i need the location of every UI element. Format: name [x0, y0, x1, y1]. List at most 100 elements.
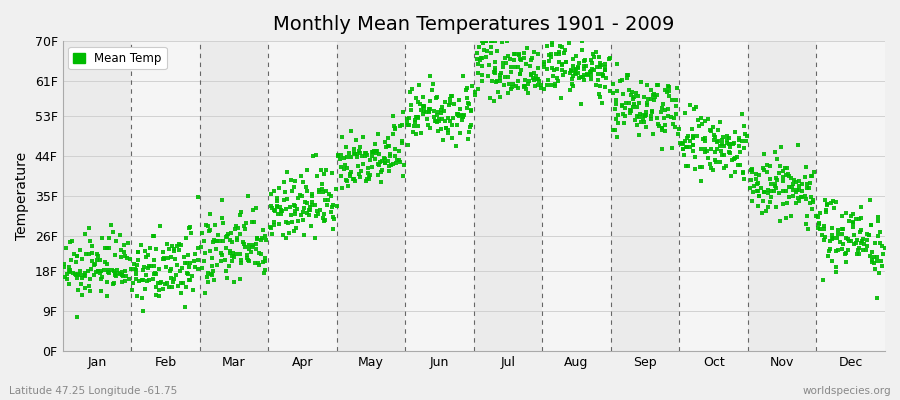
- Point: [644, 116, 658, 122]
- Point: [118, 268, 132, 274]
- Point: [667, 115, 681, 121]
- Point: [254, 236, 268, 243]
- Point: [686, 133, 700, 140]
- Point: [230, 236, 244, 243]
- Point: [706, 137, 721, 143]
- Point: [431, 128, 446, 135]
- Point: [202, 248, 217, 254]
- Point: [166, 246, 181, 252]
- Point: [617, 105, 632, 111]
- Point: [681, 162, 696, 169]
- Point: [854, 227, 868, 234]
- Point: [490, 48, 504, 55]
- Point: [279, 218, 293, 225]
- Point: [144, 263, 158, 270]
- Point: [208, 222, 222, 228]
- Point: [89, 268, 104, 275]
- Point: [512, 51, 526, 57]
- Point: [300, 167, 314, 173]
- Point: [256, 270, 271, 276]
- Point: [442, 102, 456, 108]
- Point: [279, 235, 293, 241]
- Bar: [200, 41, 268, 351]
- Point: [430, 119, 445, 126]
- Point: [700, 148, 715, 154]
- Point: [274, 211, 289, 217]
- Point: [75, 275, 89, 282]
- Point: [841, 235, 855, 242]
- Point: [795, 194, 809, 200]
- Point: [404, 102, 419, 108]
- Point: [502, 81, 517, 87]
- Point: [727, 169, 742, 176]
- Point: [596, 72, 610, 78]
- Point: [661, 113, 675, 120]
- Point: [656, 100, 670, 107]
- Point: [749, 171, 763, 177]
- Point: [234, 208, 248, 215]
- Point: [328, 186, 343, 192]
- Point: [167, 276, 182, 282]
- Point: [640, 102, 654, 108]
- Point: [749, 176, 763, 182]
- Point: [153, 279, 167, 286]
- Point: [344, 154, 358, 160]
- Point: [471, 60, 485, 67]
- Point: [694, 146, 708, 152]
- Point: [688, 104, 703, 111]
- Point: [365, 149, 380, 156]
- Point: [444, 93, 458, 100]
- Point: [423, 73, 437, 79]
- Point: [492, 72, 507, 78]
- Point: [842, 218, 857, 224]
- Point: [720, 132, 734, 139]
- Point: [313, 207, 328, 214]
- Point: [806, 169, 821, 175]
- Point: [781, 172, 796, 179]
- Point: [264, 191, 278, 197]
- Point: [83, 288, 97, 294]
- Point: [581, 72, 596, 78]
- Point: [852, 216, 867, 222]
- Point: [609, 88, 624, 95]
- Point: [554, 94, 568, 101]
- Point: [214, 250, 229, 256]
- Point: [823, 245, 837, 252]
- Point: [147, 270, 161, 277]
- Point: [460, 95, 474, 102]
- Point: [644, 113, 659, 119]
- Point: [637, 119, 652, 126]
- Point: [836, 240, 850, 247]
- Point: [872, 270, 886, 276]
- Point: [487, 65, 501, 72]
- Point: [755, 209, 770, 216]
- Point: [590, 49, 604, 56]
- Point: [363, 172, 377, 178]
- Point: [662, 84, 676, 90]
- Point: [101, 268, 115, 275]
- Point: [606, 90, 620, 96]
- Point: [266, 218, 281, 225]
- Point: [524, 71, 538, 77]
- Point: [648, 94, 662, 100]
- Point: [507, 51, 521, 58]
- Point: [353, 174, 367, 180]
- Point: [320, 167, 334, 173]
- Point: [558, 69, 572, 75]
- Point: [738, 130, 752, 137]
- Point: [436, 136, 450, 143]
- Point: [868, 240, 883, 246]
- Bar: [748, 41, 816, 351]
- Point: [77, 269, 92, 276]
- Point: [707, 157, 722, 164]
- Point: [572, 60, 587, 66]
- Point: [616, 91, 630, 98]
- Point: [574, 74, 589, 80]
- Point: [462, 129, 476, 136]
- Point: [554, 60, 569, 67]
- Point: [485, 38, 500, 44]
- Point: [265, 204, 279, 211]
- Point: [326, 214, 340, 220]
- Point: [70, 253, 85, 260]
- Point: [622, 86, 636, 93]
